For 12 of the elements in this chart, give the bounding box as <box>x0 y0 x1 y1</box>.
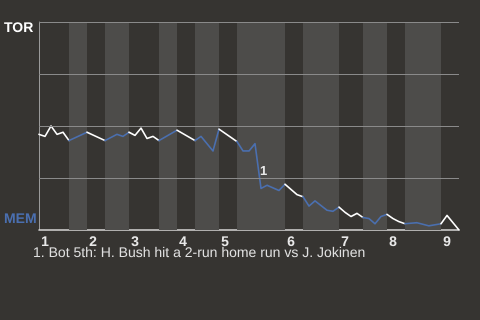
x-tick-label: 9 <box>443 233 452 249</box>
x-tick-label: 8 <box>389 233 398 249</box>
x-tick-label: 2 <box>89 233 98 249</box>
x-tick-label: 3 <box>131 233 140 249</box>
text: TOR <box>4 19 34 35</box>
annotation: 1 <box>260 163 268 178</box>
text: MEM <box>4 210 37 226</box>
x-tick-label: 1 <box>41 233 50 249</box>
x-tick-label: 7 <box>341 233 350 249</box>
x-tick-label: 5 <box>221 233 230 249</box>
x-tick-label: 4 <box>179 233 188 249</box>
x-tick-label: 6 <box>287 233 296 249</box>
